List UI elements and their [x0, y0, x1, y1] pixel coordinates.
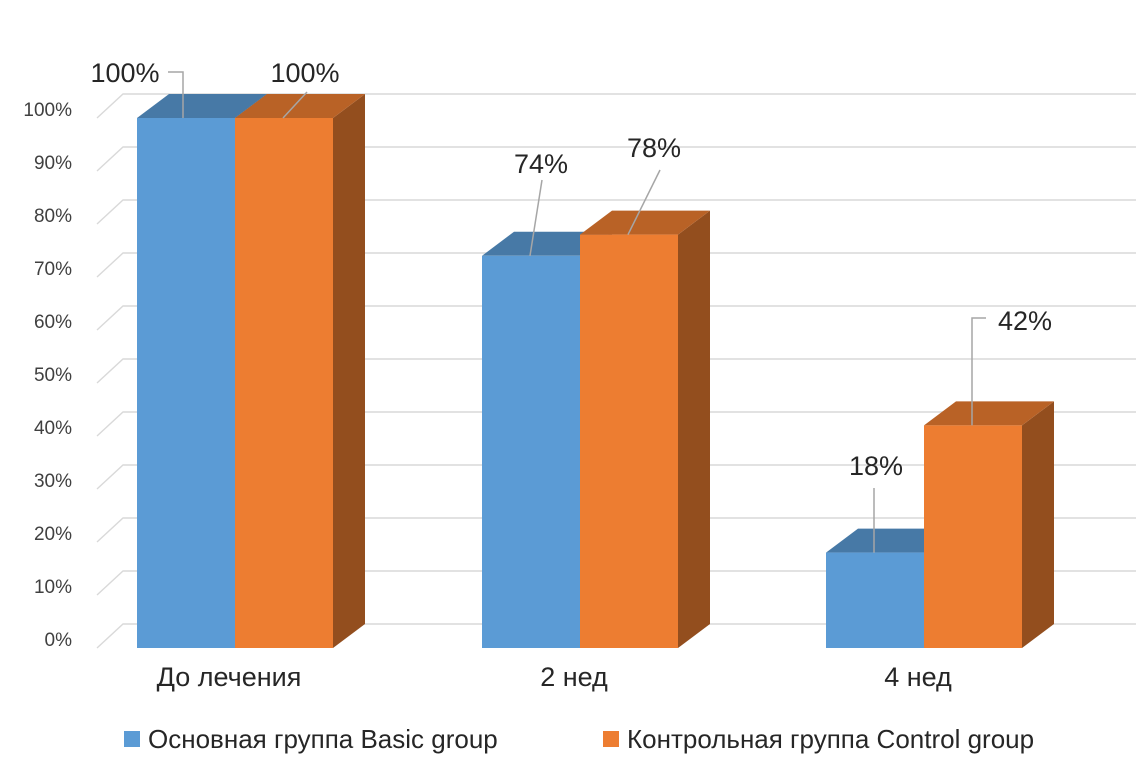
- x-category-label: До лечения: [157, 662, 302, 692]
- data-labels: 100% 100% 74% 78% 18% 42%: [90, 58, 1052, 553]
- data-label-leader: [971, 317, 986, 426]
- y-tick-label: 50%: [34, 365, 72, 386]
- legend-entry: Основная группа Basic group: [124, 724, 498, 754]
- gridline: [96, 464, 1136, 490]
- legend-swatch: [124, 731, 140, 747]
- y-tick-label: 10%: [34, 577, 72, 598]
- bar-top: [137, 94, 267, 118]
- data-label: 100%: [90, 58, 159, 88]
- bar-side: [1022, 401, 1054, 648]
- gridline: [96, 517, 1136, 543]
- gridline: [96, 305, 1136, 331]
- y-tick-label: 30%: [34, 471, 72, 492]
- bar-top: [580, 210, 710, 235]
- bars: [137, 94, 1054, 649]
- gridline: [96, 623, 1136, 649]
- y-tick-label: 0%: [45, 630, 73, 651]
- bar-side: [678, 210, 710, 648]
- legend: Основная группа Basic group Контрольная г…: [124, 724, 1034, 754]
- bar-front: [137, 118, 235, 648]
- data-label: 100%: [270, 58, 339, 88]
- x-category-label: 4 нед: [884, 662, 952, 692]
- data-label-leader: [168, 71, 184, 118]
- x-category-label: 2 нед: [540, 662, 608, 692]
- y-axis: 0% 10% 20% 30% 40% 50% 60% 70% 80% 90% 100%: [23, 100, 72, 651]
- bar-front: [580, 234, 678, 648]
- bar-side: [333, 94, 365, 648]
- bar: [235, 94, 365, 648]
- bar-front: [235, 118, 333, 648]
- bar: [580, 210, 710, 648]
- gridline: [96, 199, 1136, 225]
- data-label: 42%: [998, 306, 1052, 336]
- data-label: 74%: [514, 149, 568, 179]
- legend-swatch: [603, 731, 619, 747]
- data-label-leader: [529, 179, 543, 256]
- data-label-leader: [627, 169, 661, 235]
- gridline: [96, 570, 1136, 596]
- bar: [924, 401, 1054, 648]
- gridline: [96, 252, 1136, 278]
- data-label: 18%: [849, 451, 903, 481]
- gridline: [96, 411, 1136, 437]
- gridline: [96, 358, 1136, 384]
- bar-top: [235, 94, 365, 118]
- legend-entry: Контрольная группа Control group: [603, 724, 1034, 754]
- gridlines: [96, 93, 1136, 649]
- gridline: [96, 93, 1136, 119]
- y-tick-label: 90%: [34, 153, 72, 174]
- bar-top: [924, 401, 1054, 426]
- gridline: [96, 146, 1136, 172]
- bar-top: [826, 528, 956, 553]
- bar-front: [482, 255, 580, 649]
- data-label-leader: [282, 91, 308, 119]
- y-tick-label: 80%: [34, 206, 72, 227]
- bar-front: [924, 425, 1022, 648]
- legend-label: Контрольная группа Control group: [627, 724, 1034, 754]
- bar-top: [482, 231, 612, 256]
- y-tick-label: 20%: [34, 524, 72, 545]
- data-label: 78%: [627, 133, 681, 163]
- y-tick-label: 70%: [34, 259, 72, 280]
- bar-front: [826, 552, 924, 648]
- y-tick-label: 60%: [34, 312, 72, 333]
- y-tick-label: 40%: [34, 418, 72, 439]
- y-tick-label: 100%: [23, 100, 72, 121]
- x-axis: До лечения 2 нед 4 нед: [157, 662, 952, 692]
- legend-label: Основная группа Basic group: [148, 724, 498, 754]
